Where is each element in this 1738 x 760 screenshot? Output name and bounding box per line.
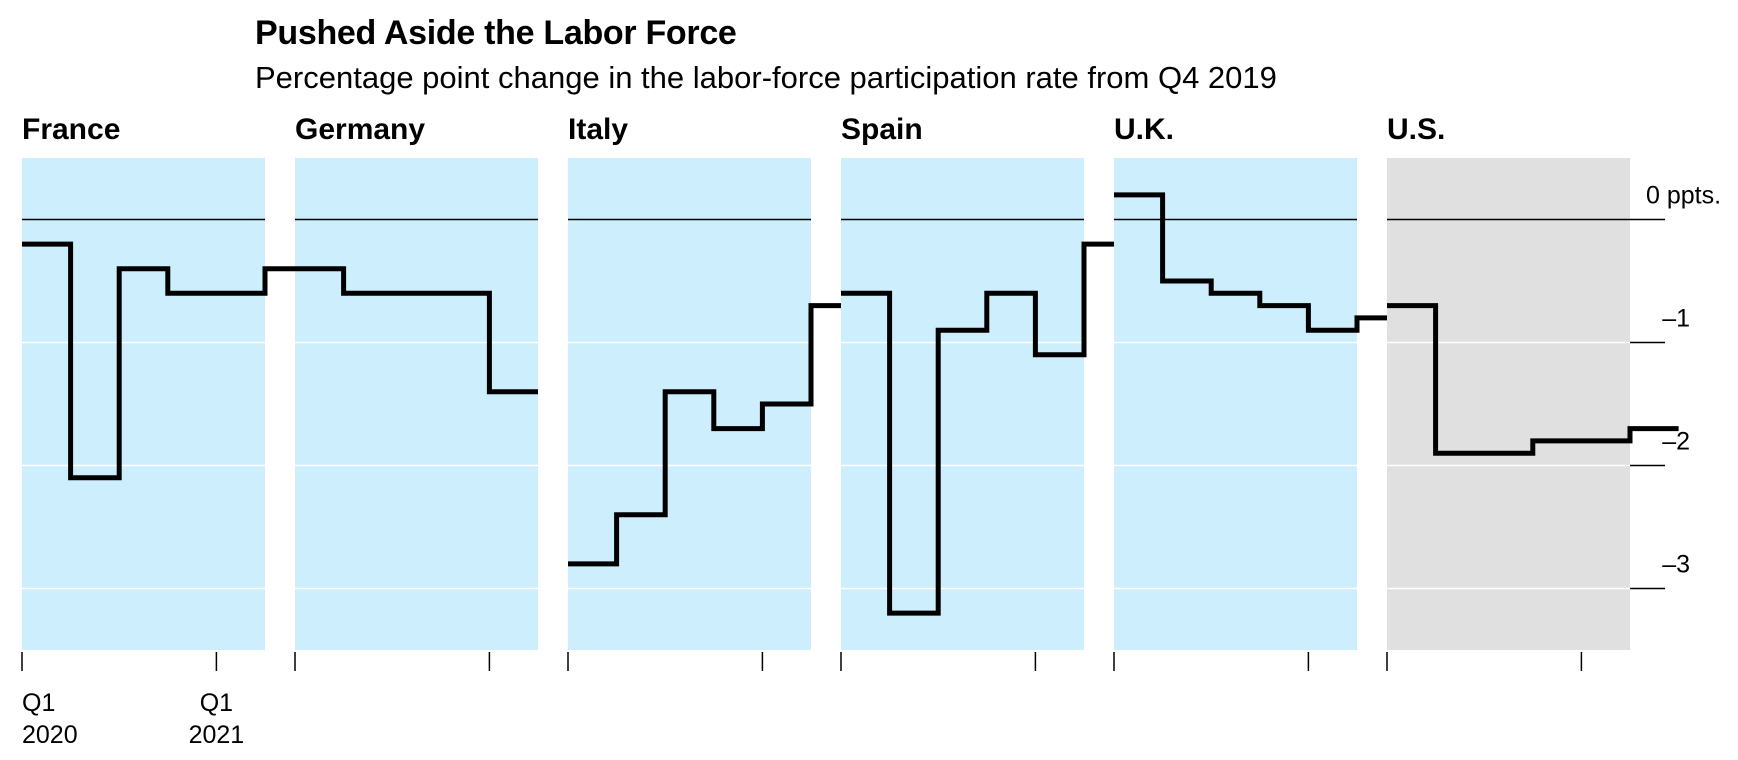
x-tick-label: Q1 [200, 689, 233, 717]
y-tick-label: –1 [1662, 305, 1690, 333]
panel-label-italy: Italy [568, 113, 628, 146]
series-line-spain [841, 241, 1133, 616]
series-line-u-k [1114, 192, 1406, 333]
series-line-germany [295, 266, 538, 395]
x-tick-label: 2020 [22, 721, 78, 749]
series-line-france [22, 241, 314, 481]
panel-label-u-s: U.S. [1387, 113, 1445, 146]
x-tick-label: Q1 [22, 689, 55, 717]
panel-background-u-s [1387, 158, 1630, 650]
panel-label-spain: Spain [841, 113, 923, 146]
series-line-italy [568, 303, 860, 567]
panel-background-u-k [1114, 158, 1357, 650]
y-tick-label: –3 [1662, 551, 1690, 579]
chart-title: Pushed Aside the Labor Force [255, 14, 737, 52]
panel-label-u-k: U.K. [1114, 113, 1174, 146]
panel-background-germany [295, 158, 538, 650]
panel-background-france [22, 158, 265, 650]
panel-label-france: France [22, 113, 120, 146]
chart-subtitle: Percentage point change in the labor-for… [255, 60, 1277, 95]
series-line-u-s [1387, 303, 1679, 456]
y-tick-label: –2 [1662, 428, 1690, 456]
x-tick-label: 2021 [189, 721, 245, 749]
panel-background-spain [841, 158, 1084, 650]
panel-label-germany: Germany [295, 113, 425, 146]
y-tick-label: 0 ppts. [1646, 182, 1721, 210]
